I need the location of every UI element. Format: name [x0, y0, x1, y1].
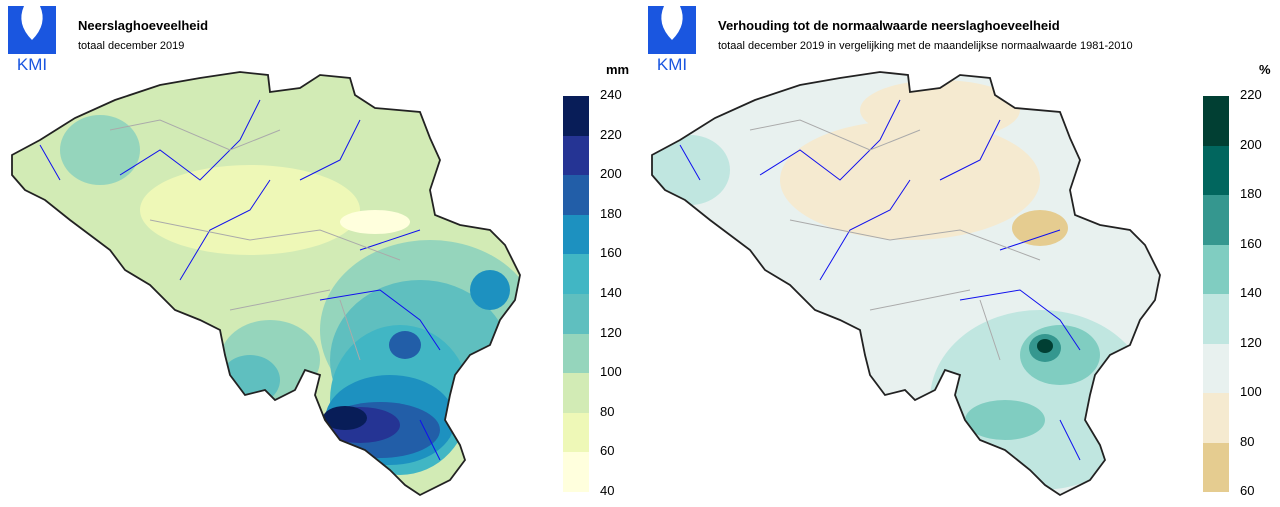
precipitation-map: [11, 71, 521, 496]
legend-tick-label: 100: [600, 364, 622, 380]
legend-swatch: [563, 452, 589, 492]
rivers: [39, 99, 441, 461]
kmi-logo: KMI: [8, 6, 56, 72]
color-legend: [563, 96, 589, 492]
kmi-logo: KMI: [648, 6, 696, 72]
legend-swatch: [563, 135, 589, 176]
rivers: [679, 99, 1081, 461]
legend-unit: mm: [606, 62, 630, 77]
legend-swatch: [1203, 393, 1229, 443]
legend-swatch: [563, 96, 589, 136]
ratio-panel: KMI Verhouding tot de normaalwaarde neer…: [640, 0, 1280, 507]
legend-tick-label: 140: [1240, 285, 1262, 300]
legend-swatch: [563, 175, 589, 215]
legend-tick-label: 220: [1240, 87, 1262, 102]
color-legend: [1203, 96, 1229, 492]
band-160-180: [470, 270, 510, 310]
legend-tick-label: 200: [600, 166, 622, 182]
legend-swatch: [1203, 343, 1229, 393]
legend-tick-label: 180: [600, 205, 622, 221]
band-120-140: [220, 355, 280, 405]
band-220-240: [323, 406, 367, 430]
legend-tick-label: 100: [1240, 384, 1262, 399]
legend-tick-label: 80: [1240, 433, 1255, 449]
legend-tick-label: 180: [1240, 186, 1262, 201]
band-120-140: [652, 135, 730, 205]
legend-swatch: [563, 412, 589, 453]
legend-tick-label: 240: [600, 87, 622, 102]
legend-swatch: [563, 373, 589, 413]
legend-tick-label: 80: [600, 403, 615, 419]
legend-tick-label: 120: [600, 324, 622, 340]
province-borders: [749, 119, 1041, 361]
band-100-120: [60, 115, 140, 185]
map-title: Verhouding tot de normaalwaarde neerslag…: [718, 18, 1060, 33]
band-180-200: [389, 331, 421, 359]
svg-text:KMI: KMI: [657, 55, 687, 72]
precipitation-panel: KMI Neerslaghoeveelheid totaal december …: [8, 6, 630, 498]
legend-swatch: [1203, 96, 1229, 146]
legend-tick-label: 220: [600, 126, 622, 142]
band-140-160: [965, 400, 1045, 440]
legend-swatch: [1203, 442, 1229, 492]
band-40-60: [340, 210, 410, 234]
band-200-220: [1037, 339, 1053, 353]
legend-tick-label: 60: [600, 443, 615, 459]
legend-swatch: [1203, 195, 1229, 245]
legend-swatch: [563, 333, 589, 374]
map-title: Neerslaghoeveelheid: [78, 18, 209, 33]
legend-tick-label: 160: [600, 245, 622, 261]
svg-text:KMI: KMI: [17, 55, 47, 72]
legend-tick-label: 40: [600, 483, 615, 498]
map-subtitle: totaal december 2019 in vergelijking met…: [718, 40, 1133, 52]
legend-tick-label: 160: [1240, 235, 1262, 251]
legend-swatch: [1203, 244, 1229, 294]
legend-tick-label: 200: [1240, 136, 1262, 152]
legend-swatch: [1203, 294, 1229, 344]
band-60-80: [1012, 210, 1068, 246]
legend-tick-label: 120: [1240, 334, 1262, 350]
ratio-map: [651, 71, 1161, 496]
map-subtitle: totaal december 2019: [78, 40, 185, 52]
band-80-100: [860, 80, 1020, 140]
legend-swatch: [563, 293, 589, 334]
legend-swatch: [563, 254, 589, 294]
legend-swatch: [1203, 145, 1229, 195]
legend-tick-label: 140: [600, 285, 622, 300]
legend-tick-label: 60: [1240, 483, 1255, 498]
legend-unit: %: [1259, 62, 1271, 77]
legend-swatch: [563, 214, 589, 255]
province-borders: [109, 119, 401, 361]
